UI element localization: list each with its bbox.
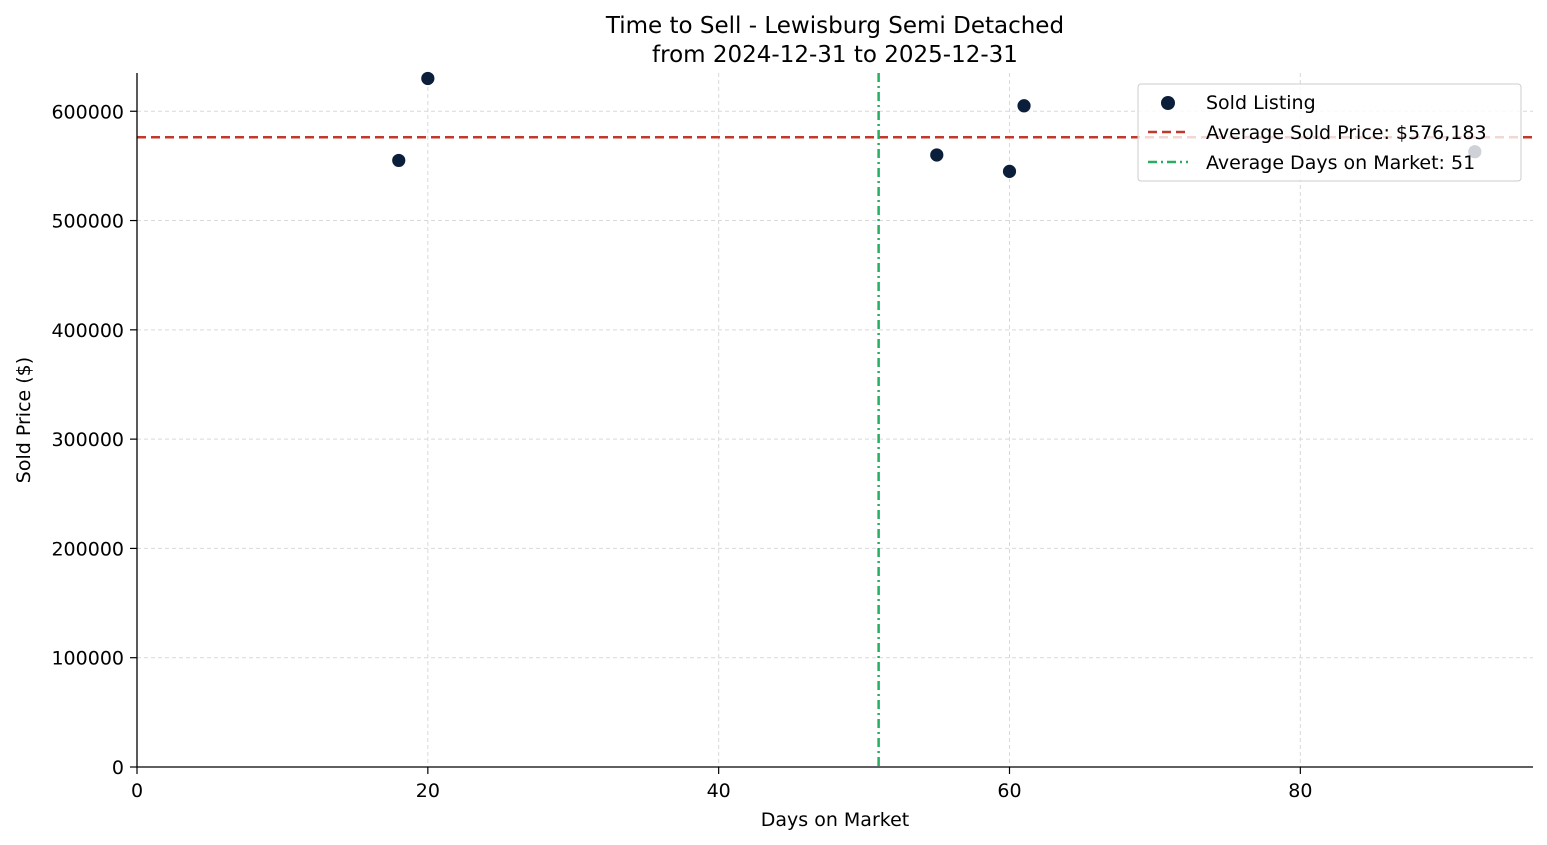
x-tick-label: 40 [707,780,731,802]
tick-marks [130,110,1301,774]
legend-label-average-price: Average Sold Price: $576,183 [1206,122,1487,144]
y-tick-label: 100000 [51,648,124,670]
y-tick-label: 200000 [51,538,124,560]
sold-listing-point [1016,98,1032,114]
legend: Sold Listing Average Sold Price: $576,18… [1137,83,1522,182]
y-tick-label: 600000 [51,101,124,123]
y-axis-title: Sold Price ($) [13,357,35,483]
legend-box [1137,83,1522,182]
sold-listing-point [391,153,407,168]
sold-listing-point [420,71,436,86]
y-tick-label: 400000 [51,320,124,342]
chart-title: Time to Sell - Lewisburg Semi Detached [605,13,1064,39]
y-tick-label: 0 [112,757,124,779]
x-tick-label: 80 [1288,780,1312,802]
x-tick-label: 20 [416,780,440,802]
sold-listing-point [929,147,945,163]
chart-subtitle: from 2024-12-31 to 2025-12-31 [652,42,1018,68]
x-tick-label: 60 [997,780,1021,802]
legend-marker-sold-listing [1161,96,1175,110]
y-tick-label: 500000 [51,211,124,233]
y-tick-label: 300000 [51,429,124,451]
x-tick-label: 0 [131,780,143,802]
x-axis-title: Days on Market [761,809,909,831]
legend-label-sold-listing: Sold Listing [1206,92,1316,114]
legend-label-average-days: Average Days on Market: 51 [1206,152,1475,174]
sold-listing-point [1002,163,1017,179]
tick-labels: 0 20 40 60 80 0 100000 200000 300000 400000 500000… [51,101,1312,802]
